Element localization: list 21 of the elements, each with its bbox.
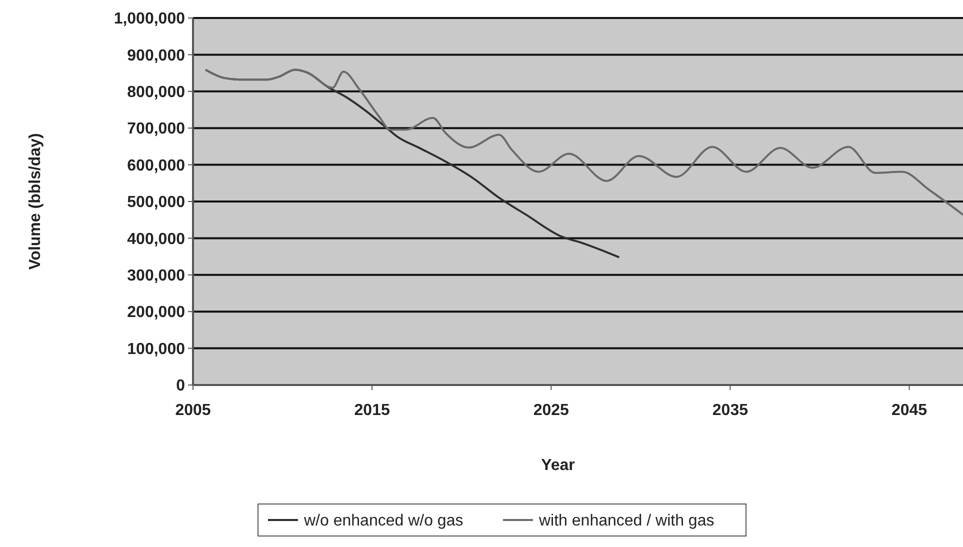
y-tick-label: 0 <box>176 378 186 395</box>
y-tick-label: 1,000,000 <box>114 10 186 28</box>
y-tick-label: 700,000 <box>127 120 186 138</box>
y-tick-label: 500,000 <box>127 194 186 212</box>
y-tick-label: 400,000 <box>127 230 186 248</box>
x-tick-label: 2005 <box>175 402 211 419</box>
y-tick-label: 200,000 <box>127 304 186 322</box>
y-tick-label: 300,000 <box>127 268 186 284</box>
y-tick-label: 900,000 <box>127 47 186 64</box>
x-tick-label: 2045 <box>891 402 928 419</box>
x-tick-label: 2035 <box>712 402 748 419</box>
y-tick-label: 800,000 <box>127 84 186 101</box>
x-tick-label: 2025 <box>533 402 570 419</box>
line-series <box>204 68 963 216</box>
y-tick-label: 100,000 <box>127 340 186 358</box>
legend-label: with enhanced / with gas <box>538 512 714 530</box>
y-axis-title: Volume (bbls/day) <box>27 133 44 270</box>
legend-label: w/o enhanced w/o gas <box>303 512 464 530</box>
y-tick-label: 600,000 <box>127 157 186 174</box>
x-tick-label: 2015 <box>354 402 390 419</box>
x-axis-title: Year <box>541 457 575 474</box>
